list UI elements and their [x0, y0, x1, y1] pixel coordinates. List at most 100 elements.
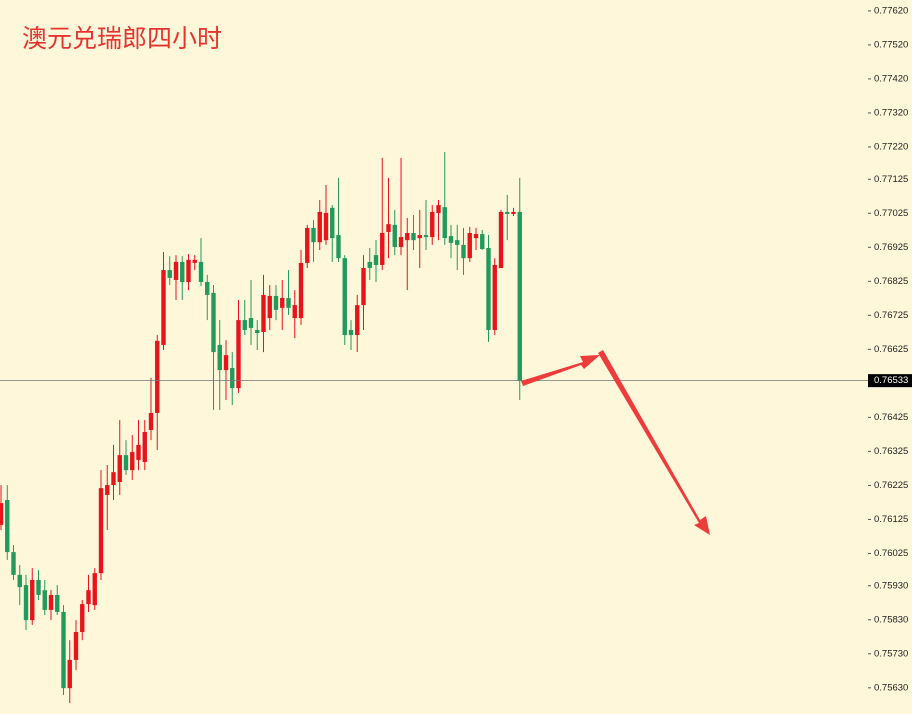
candle-body [248, 318, 254, 328]
candle-body [148, 412, 154, 430]
candle-body [236, 320, 241, 389]
current-price-label: 0.76533 [874, 375, 908, 386]
candle-body [461, 244, 466, 259]
candle-body [342, 258, 347, 336]
candle-body [167, 270, 172, 278]
candle-body [498, 211, 504, 269]
candle-body [511, 211, 516, 214]
candle-body [448, 236, 454, 243]
candle-body [380, 233, 385, 265]
candle-body [48, 594, 54, 610]
candle-body [298, 262, 304, 319]
y-tick-label: 0.75630 [874, 682, 908, 693]
candle-body [230, 368, 235, 389]
arrow [521, 355, 600, 386]
y-tick-label: 0.77320 [874, 107, 908, 118]
candle-body [92, 573, 97, 606]
candle-body [311, 227, 316, 243]
candle-body [36, 579, 41, 595]
candle-body [392, 224, 397, 247]
y-tick-label: 0.77520 [874, 39, 908, 50]
candle-body [180, 261, 185, 282]
y-tick-label: 0.77420 [874, 73, 908, 84]
candle-body [417, 235, 422, 239]
y-tick-label: 0.76625 [874, 344, 908, 355]
candle-body [30, 579, 35, 621]
candle-body [455, 240, 460, 245]
candle-body [242, 320, 247, 330]
candle-body [23, 585, 29, 621]
candle-body [292, 305, 297, 319]
y-tick-label: 0.77125 [874, 174, 908, 185]
candle-body [480, 234, 485, 249]
y-tick-label: 0.77025 [874, 208, 908, 219]
candle-body [467, 233, 472, 259]
candle-body [142, 432, 147, 462]
candle-body [173, 261, 179, 280]
y-tick-label: 0.76825 [874, 276, 908, 287]
y-tick-label: 0.76225 [874, 480, 908, 491]
y-tick-label: 0.76925 [874, 242, 908, 253]
candle-body [267, 295, 272, 319]
y-tick-label: 0.77220 [874, 141, 908, 152]
y-tick-label: 0.76725 [874, 310, 908, 321]
candle-body [136, 444, 141, 460]
annotation-arrows [521, 350, 710, 535]
candle-body [486, 247, 491, 330]
candle-body [373, 255, 379, 265]
candle-body [17, 574, 22, 588]
candle-body [117, 455, 122, 483]
y-tick-label: 0.76025 [874, 548, 908, 559]
candle-body [286, 297, 291, 308]
y-tick-label: 0.76125 [874, 514, 908, 525]
candle-body [492, 264, 497, 330]
candle-body [273, 295, 279, 310]
candle-body [436, 205, 441, 213]
candle-body [186, 259, 191, 282]
y-tick-label: 0.76325 [874, 446, 908, 457]
candle-body [411, 233, 416, 241]
candle-body [405, 233, 410, 241]
candle-body [348, 329, 354, 336]
arrow [598, 350, 710, 535]
candle-body [80, 604, 85, 633]
candle-body [280, 297, 285, 308]
candle-body [336, 235, 341, 259]
candle-body [505, 211, 510, 214]
candle-body [330, 207, 335, 239]
chart-title: 澳元兑瑞郎四小时 [22, 24, 222, 53]
y-tick-label: 0.75930 [874, 580, 908, 591]
candle-body [123, 455, 129, 471]
candle-body [261, 294, 266, 332]
candle-body [205, 281, 210, 295]
y-tick-label: 0.75730 [874, 648, 908, 659]
candle-body [192, 259, 197, 263]
y-tick-label: 0.77620 [874, 5, 908, 16]
y-tick-label: 0.76425 [874, 412, 908, 423]
candle-body [355, 305, 360, 336]
plot-area: 0.77620 0.77520 0.77420 0.77320 0.77220 0.771… [0, 5, 912, 704]
candle-body [0, 503, 4, 525]
candle-body [386, 224, 391, 232]
candle-body [55, 594, 60, 612]
candle-body [86, 590, 91, 605]
candle-body [111, 472, 116, 486]
candle-body [98, 488, 104, 574]
candle-body [255, 329, 260, 334]
candle-body [161, 270, 166, 345]
candle-body [323, 212, 329, 241]
candle-body [67, 659, 72, 689]
candle-body [198, 261, 204, 282]
candle-body [367, 261, 372, 269]
candle-body [442, 207, 447, 239]
y-tick-label: 0.75830 [874, 614, 908, 625]
candle-body [423, 235, 429, 238]
candle-body [105, 485, 110, 495]
candle-body [473, 234, 479, 239]
candle-body [211, 292, 216, 353]
candle-body [155, 340, 160, 413]
candle-body [517, 211, 522, 381]
candle-body [5, 500, 10, 553]
